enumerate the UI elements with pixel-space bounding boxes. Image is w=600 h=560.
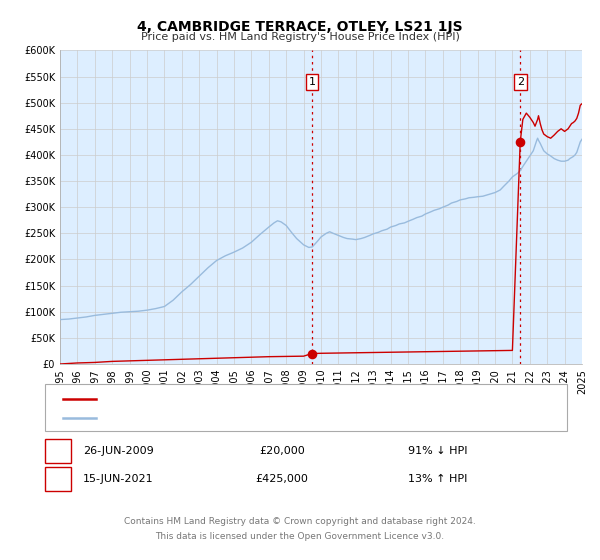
Point: [515, 137, 525, 146]
Text: 15-JUN-2021: 15-JUN-2021: [83, 474, 154, 484]
Point: [307, 349, 317, 358]
Text: 1: 1: [308, 77, 316, 87]
Text: HPI: Average price, detached house, Leeds: HPI: Average price, detached house, Leed…: [103, 413, 326, 423]
Text: 4, CAMBRIDGE TERRACE, OTLEY, LS21 1JS (detached house): 4, CAMBRIDGE TERRACE, OTLEY, LS21 1JS (d…: [103, 394, 416, 404]
Text: 2: 2: [55, 474, 61, 484]
Text: 4, CAMBRIDGE TERRACE, OTLEY, LS21 1JS: 4, CAMBRIDGE TERRACE, OTLEY, LS21 1JS: [137, 20, 463, 34]
Text: 2: 2: [517, 77, 524, 87]
Text: 91% ↓ HPI: 91% ↓ HPI: [408, 446, 467, 456]
Text: Price paid vs. HM Land Registry's House Price Index (HPI): Price paid vs. HM Land Registry's House …: [140, 32, 460, 43]
Text: 13% ↑ HPI: 13% ↑ HPI: [408, 474, 467, 484]
Text: £425,000: £425,000: [256, 474, 308, 484]
Text: Contains HM Land Registry data © Crown copyright and database right 2024.: Contains HM Land Registry data © Crown c…: [124, 516, 476, 526]
Text: 1: 1: [55, 446, 61, 456]
Text: £20,000: £20,000: [259, 446, 305, 456]
Text: 26-JUN-2009: 26-JUN-2009: [83, 446, 154, 456]
Text: This data is licensed under the Open Government Licence v3.0.: This data is licensed under the Open Gov…: [155, 532, 445, 541]
